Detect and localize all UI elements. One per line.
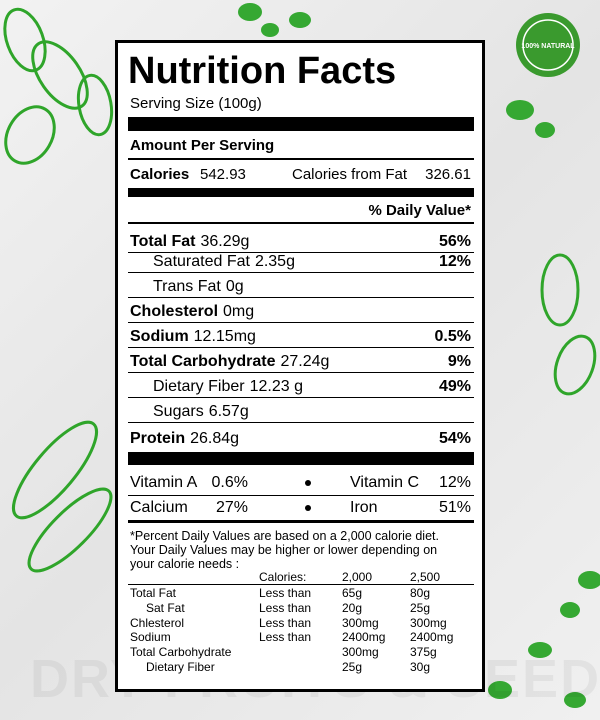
nutrient-name: Sugars [153, 403, 204, 420]
table-qualifier: Less than [259, 586, 312, 600]
rule [128, 397, 474, 399]
nutrient-name: Total Carbohydrate [130, 353, 276, 370]
rule [128, 584, 474, 586]
table-amount: 2400mg [410, 630, 454, 645]
nutrient-amount: 2.35g [254, 253, 295, 270]
nutrient-name: Dietary Fiber [153, 378, 245, 395]
nutrient-name: Sodium [130, 328, 189, 345]
title: Nutrition Facts [128, 50, 397, 92]
vitamin-name: Calcium [130, 499, 188, 516]
nutrient-daily-value: 56% [438, 233, 471, 250]
table-amount: 30g [410, 660, 431, 674]
rule [128, 347, 474, 349]
table-amount: 300mg [342, 615, 379, 630]
table-amount: 25g [342, 660, 363, 674]
footnote: your calorie needs : [130, 556, 240, 571]
nutrient-amount: 12.15mg [193, 328, 256, 345]
rule [128, 372, 474, 374]
nutrient-daily-value: 0.5% [434, 328, 471, 345]
table-amount: 375g [410, 645, 437, 660]
nutrient-amount: 6.57g [208, 403, 249, 420]
serving-size: Serving Size (100g) [130, 94, 262, 112]
table-amount: 25g [410, 600, 431, 615]
nutrient-daily-value: 54% [438, 430, 471, 447]
nutrient-amount: 0g [225, 278, 244, 295]
daily-value-header: % Daily Value* [368, 201, 471, 219]
nutrient-name: Cholesterol [130, 303, 219, 320]
rule [128, 422, 474, 424]
table-header: 2,500 [410, 570, 441, 584]
vitamin-name: Vitamin A [130, 474, 198, 491]
calories-label: Calories [130, 165, 190, 183]
table-qualifier: Less than [259, 615, 312, 630]
table-amount: 20g [342, 600, 363, 615]
rule [128, 322, 474, 324]
nutrient-amount: 27.24g [280, 353, 330, 370]
nutrient-amount: 36.29g [200, 233, 250, 250]
rule [128, 252, 474, 254]
calories-value: 542.93 [200, 165, 246, 183]
nutrient-name: Saturated Fat [153, 253, 250, 270]
nutrient-name: Trans Fat [153, 278, 221, 295]
vitamin-name: Iron [350, 499, 378, 516]
table-nutrient: Total Fat [130, 586, 177, 600]
nutrient-name: Total Fat [130, 233, 196, 250]
vitamin-value: 12% [438, 474, 471, 491]
table-amount: 80g [410, 586, 431, 600]
rule [128, 158, 474, 160]
rule [128, 495, 474, 497]
rule [128, 520, 474, 523]
calories-from-fat-value: 326.61 [425, 165, 471, 183]
table-nutrient: Sat Fat [146, 600, 185, 615]
rule [128, 117, 474, 131]
nutrition-label: Nutrition Facts Serving Size (100g) Amount… [115, 40, 485, 692]
rule [128, 452, 474, 465]
table-amount: 65g [342, 586, 363, 600]
bullet [305, 480, 311, 486]
calories-from-fat-label: Calories from Fat [292, 165, 408, 183]
table-nutrient: Total Carbohydrate [130, 645, 232, 660]
footnote: Your Daily Values may be higher or lower… [130, 542, 438, 557]
rule [128, 272, 474, 274]
table-nutrient: Sodium [130, 630, 171, 645]
footnote: *Percent Daily Values are based on a 2,0… [130, 528, 439, 543]
table-amount: 2400mg [342, 630, 386, 645]
vitamin-value: 0.6% [211, 474, 248, 491]
nutrient-amount: 0mg [223, 303, 255, 320]
nutrient-daily-value: 12% [438, 253, 471, 270]
table-qualifier: Less than [259, 630, 312, 645]
table-amount: 300mg [410, 615, 447, 630]
table-header: 2,000 [342, 570, 373, 584]
vitamin-name: Vitamin C [350, 474, 420, 491]
vitamin-value: 27% [215, 499, 248, 516]
nutrient-amount: 26.84g [190, 430, 240, 447]
nutrient-name: Protein [130, 430, 186, 447]
rule [128, 222, 474, 224]
table-header: Calories: [259, 570, 307, 584]
table-nutrient: Chlesterol [130, 615, 185, 630]
vitamin-value: 51% [438, 499, 471, 516]
nutrient-daily-value: 49% [438, 378, 471, 395]
nutrient-daily-value: 9% [447, 353, 471, 370]
amount-per-serving: Amount Per Serving [130, 136, 275, 154]
rule [128, 297, 474, 299]
rule [128, 188, 474, 197]
nutrient-amount: 12.23 g [249, 378, 303, 395]
table-nutrient: Dietary Fiber [146, 660, 215, 674]
bullet [305, 505, 311, 511]
table-qualifier: Less than [259, 600, 312, 615]
badge-text: 100% NATURAL [521, 43, 575, 50]
table-amount: 300mg [342, 645, 379, 660]
